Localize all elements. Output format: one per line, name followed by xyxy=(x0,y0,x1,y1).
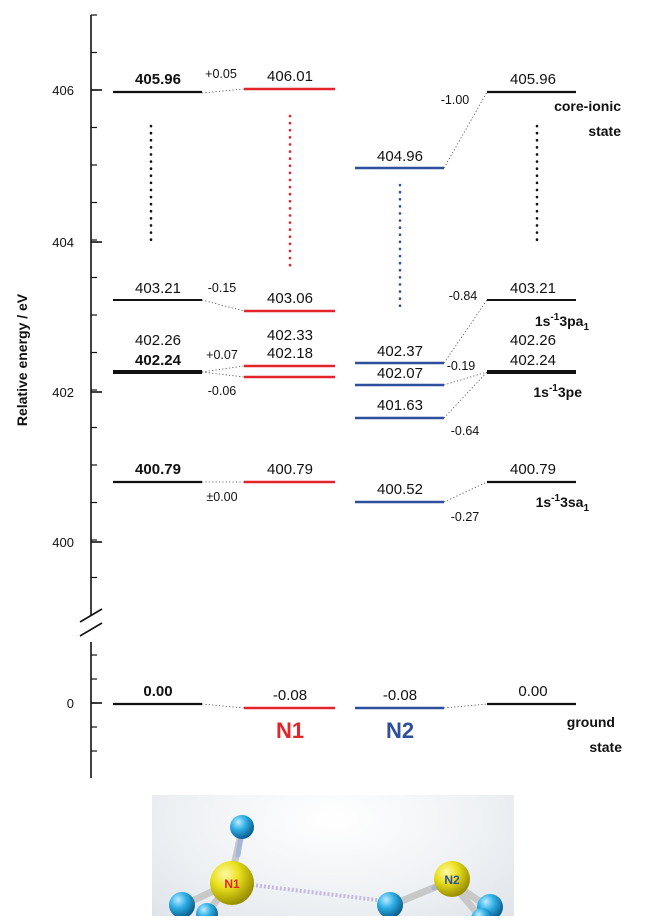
state-label-ground: state xyxy=(589,739,622,755)
level-labels-N2: 404.96 402.37 402.07 401.63 400.52 -0.08 xyxy=(377,148,423,704)
state-label-1s3sa1: 1s-13sa1 xyxy=(536,493,590,514)
level-label: 406.01 xyxy=(267,68,313,85)
level-label: 404.96 xyxy=(377,148,423,165)
state-label-core-ionic: core-ionic xyxy=(554,98,621,114)
levels-reference-left xyxy=(113,90,202,706)
shift-labels-N2: -1.00 -0.84 -0.19 -0.64 -0.27 xyxy=(441,93,480,524)
shift-label: +0.05 xyxy=(205,67,237,81)
level-label: 400.79 xyxy=(510,461,556,478)
axis-break-mark xyxy=(79,608,103,623)
atom-N2 xyxy=(434,861,470,897)
levels-N1 xyxy=(244,87,335,710)
level-label: 405.96 xyxy=(510,71,556,88)
ammonia-dimer-illustration: N1 N2 xyxy=(169,815,503,921)
level-label: 400.79 xyxy=(135,461,181,478)
level-label: 402.07 xyxy=(377,365,423,382)
level-label: 405.96 xyxy=(135,71,181,88)
atom-N1 xyxy=(210,861,254,905)
level-label: 400.79 xyxy=(267,461,313,478)
state-labels: core-ionic state 1s-13pa1 1s-13pe 1s-13s… xyxy=(533,98,622,755)
level-label: -0.08 xyxy=(383,687,417,704)
tick-label-400: 400 xyxy=(52,535,74,550)
levels-N2 xyxy=(355,166,444,710)
shift-label: -1.00 xyxy=(441,93,470,107)
level-labels-N1: 406.01 403.06 402.33 402.18 400.79 -0.08 xyxy=(267,68,313,704)
level-label: 403.06 xyxy=(267,290,313,307)
level-label: -0.08 xyxy=(273,687,307,704)
level-label: 401.63 xyxy=(377,397,423,414)
y-axis-tick-labels: 406 404 402 400 0 xyxy=(52,83,74,711)
level-label: 402.37 xyxy=(377,343,423,360)
level-label: 402.24 xyxy=(510,352,556,369)
molecule-image: N1 N2 xyxy=(152,795,514,921)
atom-label-N2: N2 xyxy=(444,873,460,887)
shift-label: -0.64 xyxy=(451,424,480,438)
level-connectors xyxy=(201,88,488,709)
shift-label: +0.07 xyxy=(206,348,238,362)
shift-label: ±0.00 xyxy=(206,490,237,504)
atom-label-N1: N1 xyxy=(224,877,240,891)
y-axis-minor-ticks xyxy=(91,14,97,752)
shift-label: -0.06 xyxy=(208,384,237,398)
levels-reference-right xyxy=(487,90,576,706)
shift-label: -0.84 xyxy=(449,289,478,303)
level-labels-reference-left: 405.96 403.21 402.26 402.24 400.79 0.00 xyxy=(135,71,182,700)
level-label: 0.00 xyxy=(518,683,547,700)
level-label: 403.21 xyxy=(510,280,556,297)
column-label-N1: N1 xyxy=(276,718,304,743)
hydrogen-bond xyxy=(251,883,378,902)
tick-label-406: 406 xyxy=(52,83,74,98)
level-label: 402.26 xyxy=(510,332,556,349)
shift-label: -0.27 xyxy=(451,510,480,524)
level-label: 400.52 xyxy=(377,481,423,498)
y-axis xyxy=(79,15,103,778)
column-label-N2: N2 xyxy=(386,718,414,743)
y-axis-label: Relative energy / eV xyxy=(14,293,30,426)
level-labels-reference-right: 405.96 403.21 402.26 402.24 400.79 0.00 xyxy=(510,71,556,700)
level-label: 403.21 xyxy=(135,280,181,297)
tick-label-402: 402 xyxy=(52,385,74,400)
level-label: 402.24 xyxy=(135,352,182,369)
state-label-1s3pa1: 1s-13pa1 xyxy=(535,312,590,333)
state-label-core-ionic: state xyxy=(588,123,621,139)
y-axis-major-ticks xyxy=(91,89,102,704)
level-label: 0.00 xyxy=(143,683,172,700)
shift-label: -0.19 xyxy=(447,359,476,373)
state-label-ground: ground xyxy=(567,714,615,730)
tick-label-0: 0 xyxy=(67,696,74,711)
level-label: 402.26 xyxy=(135,332,181,349)
axis-break-mark xyxy=(79,622,103,637)
level-label: 402.18 xyxy=(267,345,313,362)
continuation-dots xyxy=(149,114,539,312)
shift-labels-N1: +0.05 -0.15 +0.07 -0.06 ±0.00 xyxy=(205,67,238,504)
level-label: 402.33 xyxy=(267,327,313,344)
shift-label: -0.15 xyxy=(208,281,237,295)
tick-label-404: 404 xyxy=(52,235,74,250)
state-label-1s3pe: 1s-13pe xyxy=(533,383,582,400)
